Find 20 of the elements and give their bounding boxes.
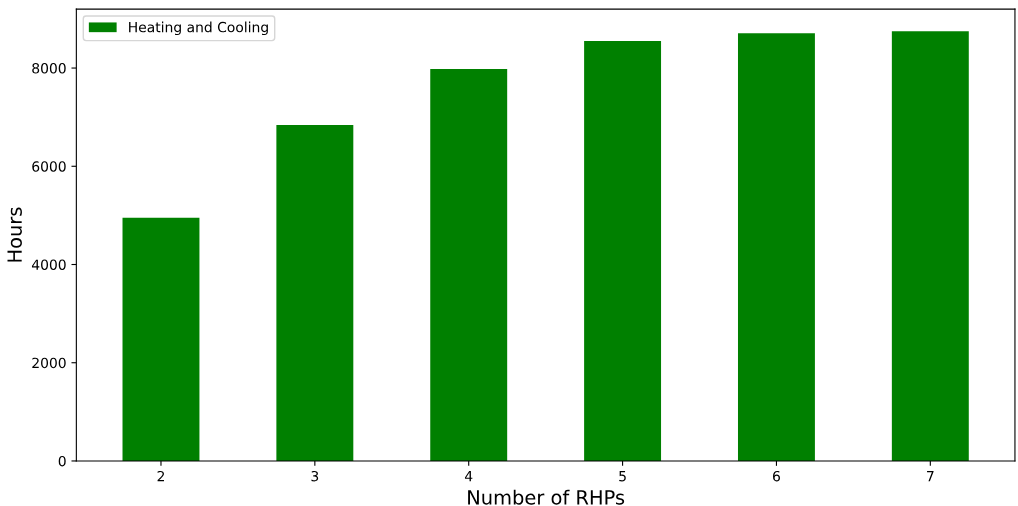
- y-tick-label: 4000: [31, 259, 66, 270]
- bar: [737, 33, 815, 461]
- x-axis-title: Number of RHPs: [468, 489, 625, 505]
- bar: [891, 31, 969, 461]
- legend-label: Heating and Cooling: [129, 21, 268, 36]
- y-tick-label: 6000: [32, 161, 66, 172]
- bar: [122, 217, 200, 461]
- y-axis-title: Hours: [7, 207, 22, 262]
- x-tick-label: 6: [773, 470, 780, 482]
- bar: [430, 69, 508, 461]
- y-tick-label: 2000: [32, 357, 66, 369]
- x-tick-label: 3: [311, 470, 319, 482]
- y-tick-label: 0: [58, 455, 66, 467]
- x-tick-label: 2: [157, 470, 164, 482]
- bar: [276, 125, 354, 461]
- bar: [584, 41, 662, 461]
- x-tick-label: 5: [619, 471, 626, 482]
- x-tick-label: 4: [464, 471, 473, 482]
- y-tick-label: 8000: [32, 63, 66, 74]
- x-tick-label: 7: [927, 471, 934, 482]
